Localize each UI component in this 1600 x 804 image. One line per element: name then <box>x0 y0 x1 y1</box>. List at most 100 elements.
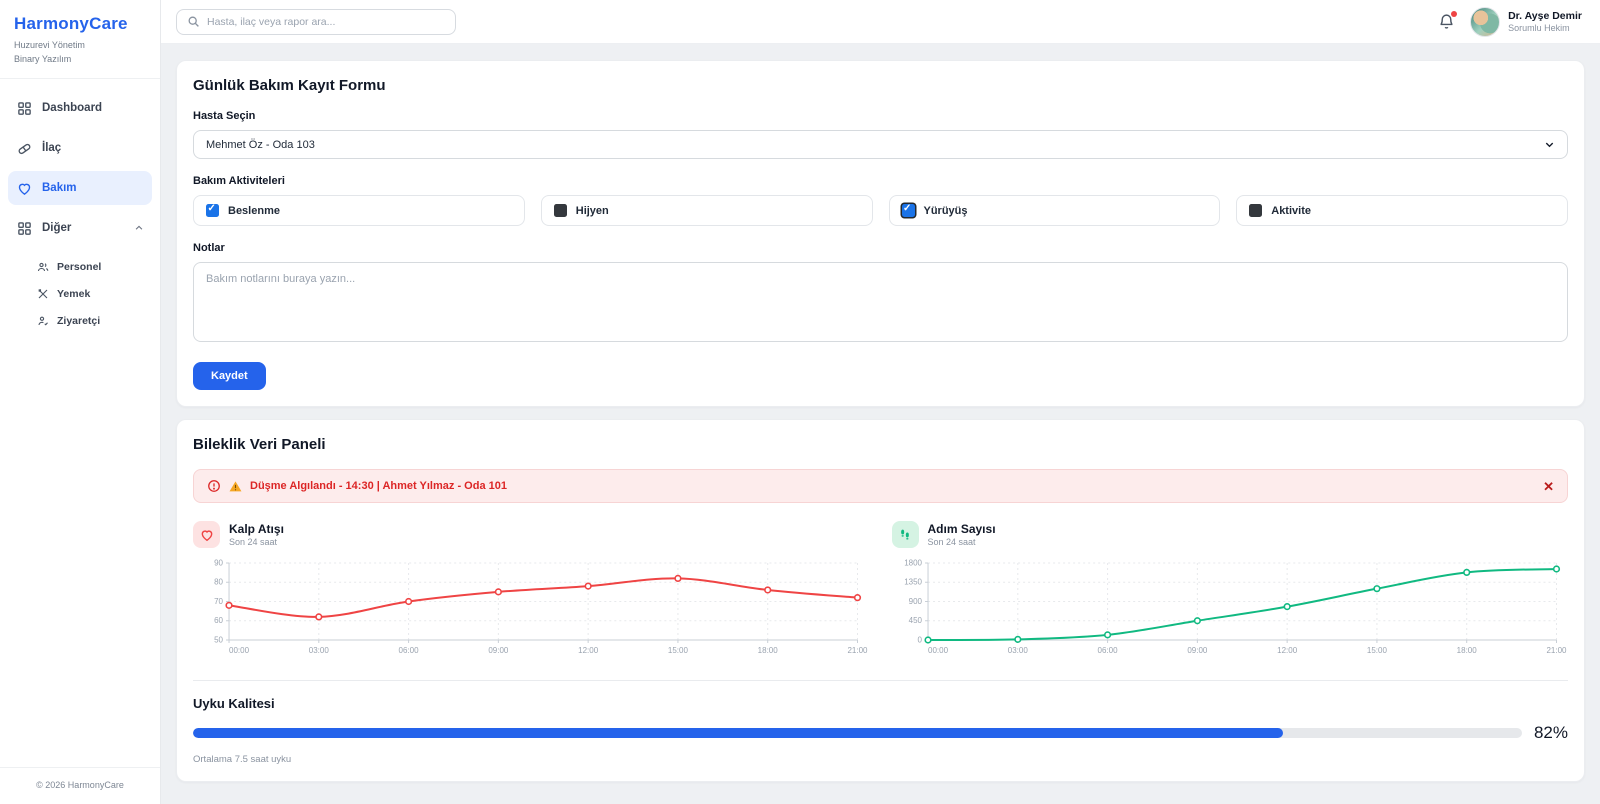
sidebar-item-yemek[interactable]: Yemek <box>30 280 144 307</box>
alert-circle-icon <box>208 480 220 492</box>
svg-text:15:00: 15:00 <box>668 646 689 655</box>
sleep-progress-fill <box>193 728 1283 738</box>
search-icon <box>188 16 199 27</box>
app-logo: HarmonyCare <box>14 14 128 33</box>
charts-row: Kalp Atışı Son 24 saat 50 60 70 80 90 00:00 03… <box>193 521 1568 658</box>
steps-chart-title: Adım Sayısı <box>927 522 996 537</box>
close-icon[interactable]: ✕ <box>1543 478 1554 494</box>
sidebar-item-label: İlaç <box>42 142 62 154</box>
svg-text:90: 90 <box>214 559 223 568</box>
sidebar-item-label: Ziyaretçi <box>57 314 101 327</box>
svg-text:80: 80 <box>214 578 223 587</box>
sleep-note: Ortalama 7.5 saat uyku <box>193 754 292 765</box>
activity-label: Beslenme <box>228 204 280 217</box>
activity-checkbox-aktivite[interactable]: Aktivite <box>1236 195 1568 226</box>
svg-text:18:00: 18:00 <box>1456 646 1477 655</box>
sidebar-subnav: Personel Yemek Ziyaretçi <box>8 251 152 334</box>
activity-checkbox-beslenme[interactable]: Beslenme <box>193 195 525 226</box>
activity-label: Hijyen <box>575 204 609 217</box>
svg-text:06:00: 06:00 <box>1097 646 1118 655</box>
search-input[interactable] <box>207 15 445 28</box>
fall-alert: Düşme Algılandı - 14:30 | Ahmet Yılmaz -… <box>193 469 1568 503</box>
notification-bell-icon[interactable] <box>1438 10 1458 31</box>
svg-text:21:00: 21:00 <box>1546 646 1567 655</box>
heart-rate-chart-block: Kalp Atışı Son 24 saat 50 60 70 80 90 00:00 03… <box>193 521 870 658</box>
wristband-panel-title: Bileklik Veri Paneli <box>193 436 326 453</box>
activity-label: Aktivite <box>1271 204 1311 217</box>
patient-select-value: Mehmet Öz - Oda 103 <box>206 138 315 151</box>
patient-select[interactable]: Mehmet Öz - Oda 103 <box>193 130 1568 159</box>
activity-checkbox-hijyen[interactable]: Hijyen <box>540 195 873 226</box>
brand-subtitle-2: Binary Yazılım <box>14 53 72 64</box>
sleep-progress-track <box>193 728 1522 738</box>
topbar-right: Dr. Ayşe Demir Sorumlu Hekim <box>1438 6 1582 37</box>
svg-text:03:00: 03:00 <box>1007 646 1028 655</box>
svg-text:09:00: 09:00 <box>1187 646 1208 655</box>
svg-text:15:00: 15:00 <box>1366 646 1387 655</box>
fall-alert-text: Düşme Algılandı - 14:30 | Ahmet Yılmaz -… <box>250 480 507 492</box>
sidebar-item-label: Dashboard <box>42 102 103 114</box>
notification-dot <box>1451 10 1458 17</box>
care-form-card: Günlük Bakım Kayıt Formu Hasta Seçin Meh… <box>176 60 1585 407</box>
heart-rate-chart: 50 60 70 80 90 00:00 03:00 06:00 09:00 12:00 15:00… <box>214 559 868 655</box>
svg-text:21:00: 21:00 <box>847 646 868 655</box>
svg-text:12:00: 12:00 <box>1277 646 1298 655</box>
sidebar-item-label: Diğer <box>42 222 72 234</box>
heart-chart-subtitle: Son 24 saat <box>229 536 278 547</box>
svg-text:06:00: 06:00 <box>399 646 420 655</box>
save-button[interactable]: Kaydet <box>193 362 266 390</box>
chevron-up-icon <box>133 220 144 236</box>
sidebar-item-ziyaretci[interactable]: Ziyaretçi <box>30 307 144 334</box>
footsteps-icon <box>891 521 919 548</box>
topbar: Dr. Ayşe Demir Sorumlu Hekim <box>161 0 1600 44</box>
pill-icon <box>16 140 32 156</box>
svg-text:1350: 1350 <box>904 578 922 587</box>
sidebar-item-label: Yemek <box>57 287 91 300</box>
content-area: Günlük Bakım Kayıt Formu Hasta Seçin Meh… <box>161 44 1600 804</box>
grid-icon <box>16 220 32 236</box>
sidebar-item-label: Bakım <box>42 182 77 194</box>
svg-text:1800: 1800 <box>904 559 922 568</box>
svg-text:50: 50 <box>214 636 223 645</box>
svg-text:70: 70 <box>214 597 223 606</box>
chevron-down-icon <box>1544 139 1555 150</box>
svg-text:12:00: 12:00 <box>578 646 599 655</box>
sidebar-item-diger[interactable]: Diğer <box>8 211 152 245</box>
utensils-icon <box>36 287 49 300</box>
divider <box>193 680 1568 681</box>
main-column: Dr. Ayşe Demir Sorumlu Hekim Günlük Bakı… <box>161 0 1600 804</box>
sidebar: HarmonyCare Huzurevi Yönetim Binary Yazı… <box>0 0 161 804</box>
people-icon <box>36 260 49 273</box>
wristband-panel-card: Bileklik Veri Paneli Düşme Algılandı - 1… <box>176 419 1585 782</box>
care-form-title: Günlük Bakım Kayıt Formu <box>193 77 386 94</box>
svg-text:450: 450 <box>908 616 922 625</box>
user-name: Dr. Ayşe Demir <box>1508 9 1582 22</box>
steps-chart: 0 450 900 1350 1800 00:00 03:00 06:00 09:00 12:00… <box>904 559 1567 655</box>
heart-icon <box>193 521 220 548</box>
sidebar-item-bakim[interactable]: Bakım <box>8 171 152 205</box>
sidebar-item-dashboard[interactable]: Dashboard <box>8 91 152 125</box>
steps-chart-subtitle: Son 24 saat <box>927 536 976 547</box>
warning-triangle-icon <box>229 480 242 491</box>
notes-textarea[interactable] <box>193 262 1568 342</box>
search-box[interactable] <box>176 8 456 35</box>
avatar <box>1470 6 1501 37</box>
activity-checkbox-yuruyus[interactable]: Yürüyüş <box>888 195 1221 226</box>
brand-subtitle-1: Huzurevi Yönetim <box>14 40 85 50</box>
sidebar-item-personel[interactable]: Personel <box>30 253 144 280</box>
activities-label: Bakım Aktiviteleri <box>193 175 285 187</box>
sleep-quality-title: Uyku Kalitesi <box>193 696 275 711</box>
activity-label: Yürüyüş <box>923 204 968 217</box>
svg-text:900: 900 <box>908 597 922 606</box>
heart-icon <box>16 180 32 196</box>
user-role: Sorumlu Hekim <box>1508 23 1570 34</box>
sidebar-item-ilac[interactable]: İlaç <box>8 131 152 165</box>
user-menu[interactable]: Dr. Ayşe Demir Sorumlu Hekim <box>1470 6 1582 37</box>
svg-text:18:00: 18:00 <box>758 646 779 655</box>
svg-text:60: 60 <box>214 616 223 625</box>
checkbox-icon <box>901 203 915 217</box>
heart-chart-title: Kalp Atışı <box>229 522 284 537</box>
steps-chart-block: Adım Sayısı Son 24 saat 0 450 900 1350 1800 0… <box>891 521 1569 658</box>
sidebar-item-label: Personel <box>57 260 102 273</box>
svg-text:0: 0 <box>917 636 922 645</box>
